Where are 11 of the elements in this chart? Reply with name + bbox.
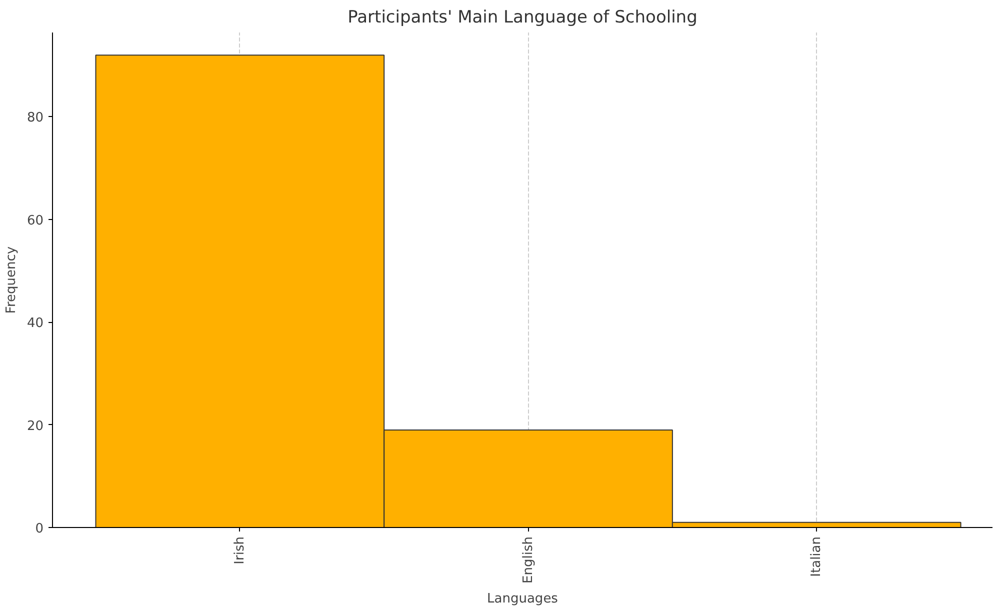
x-tick-label: Irish: [232, 536, 248, 564]
chart-title: Participants' Main Language of Schooling: [348, 8, 698, 28]
x-axis-title: Languages: [487, 591, 558, 606]
x-tick-label: Italian: [809, 536, 824, 577]
y-tick-label: 60: [26, 213, 44, 228]
y-axis-title: Frequency: [4, 246, 19, 314]
x-tick-label: English: [520, 536, 536, 584]
y-tick-label: 0: [35, 522, 44, 536]
y-tick-label: 20: [26, 418, 44, 434]
y-tick-label: 40: [26, 316, 44, 332]
y-tick-label: 80: [26, 110, 44, 126]
